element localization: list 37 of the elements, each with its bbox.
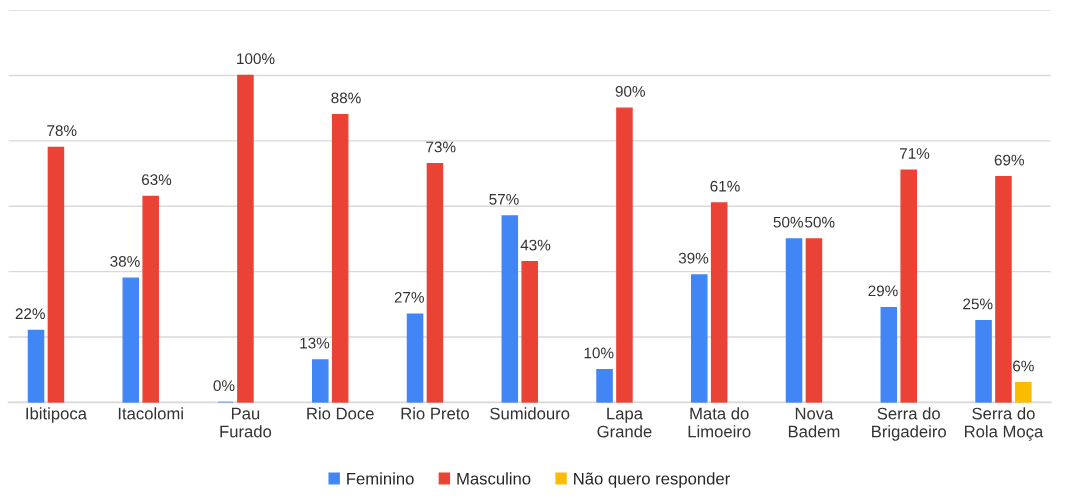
x-tick-label: Serra do Rola Moça [964,407,1044,441]
x-tick-label: Nova Badem [788,407,840,438]
data-label: 29% [868,285,898,297]
x-tick-label: Rio Doce [307,407,374,420]
data-label: 43% [520,239,551,251]
x-tick-label: Serra do Brigadeiro [872,407,946,441]
data-label: 10% [584,347,614,359]
legend-label: Masculino [457,472,531,485]
data-label: 39% [678,252,709,264]
data-label: 71% [900,148,930,159]
x-tick-label: Sumidouro [490,407,570,420]
data-label: 38% [110,255,140,267]
data-label: 78% [47,125,77,137]
data-label: 73% [426,141,456,153]
data-label: 27% [394,291,424,303]
data-label: 25% [963,298,993,310]
data-label: 57% [489,193,519,205]
x-tick-label: Ibitipoca [26,407,87,423]
data-label: 50% [773,216,803,228]
data-label: 100% [237,53,275,65]
legend-label: Não quero responder [574,472,730,488]
data-label: 88% [331,92,361,104]
data-label: 69% [994,154,1025,166]
x-tick-label: Itacolomi [118,407,183,420]
legend-label: Feminino [347,472,414,485]
data-label: 0% [213,380,235,392]
x-tick-label: Rio Preto [401,407,469,420]
data-label: 61% [710,180,740,192]
x-tick-label: Pau Furado [220,407,272,438]
data-label: 50% [805,216,835,228]
data-label: 63% [141,174,172,186]
data-label: 13% [300,337,330,349]
data-label: 22% [15,308,45,320]
x-tick-label: Mata do Limoeiro [688,407,751,438]
data-label: 6% [1013,360,1034,372]
data-label: 90% [615,85,645,97]
x-tick-label: Lapa Grande [597,407,652,438]
